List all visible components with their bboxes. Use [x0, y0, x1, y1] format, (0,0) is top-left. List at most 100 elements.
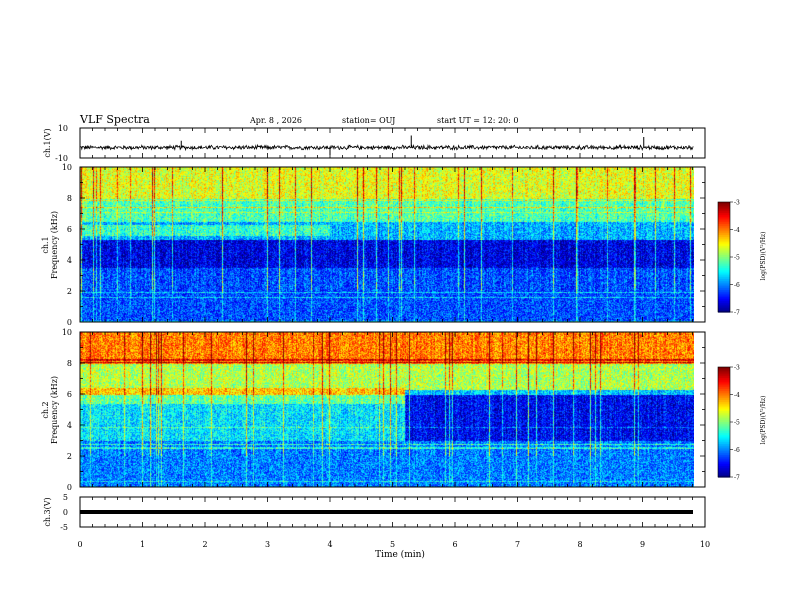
- colorbar-tick-label: -3: [734, 200, 740, 207]
- colorbar-swatch: [718, 268, 730, 271]
- x-axis-label: Time (min): [375, 549, 425, 560]
- x-tick-label: 10: [700, 540, 710, 549]
- ch2-spec-channel-label: ch.2: [41, 401, 50, 418]
- colorbar-swatch: [718, 299, 730, 302]
- colorbar-swatch: [718, 405, 730, 408]
- colorbar-swatch: [718, 449, 730, 452]
- spec1-ticks-ytick-label: 6: [67, 225, 72, 234]
- colorbar-tick-label: -4: [734, 227, 740, 234]
- colorbar-swatch: [718, 216, 730, 220]
- colorbar-swatch: [718, 401, 730, 405]
- colorbar-swatch: [718, 387, 730, 390]
- colorbar-swatch: [718, 398, 730, 401]
- colorbar-tick-label: -5: [734, 420, 740, 427]
- colorbar-swatch: [718, 280, 730, 284]
- ch1-spec-ylabel: Frequency (kHz): [50, 211, 59, 279]
- colorbar-swatch: [718, 220, 730, 223]
- x-tick-label: 2: [202, 540, 207, 549]
- ch3-ytick-mid: 0: [63, 508, 68, 517]
- colorbar-swatch: [718, 400, 730, 403]
- colorbar-swatch: [718, 414, 730, 418]
- colorbar-swatch: [718, 282, 730, 286]
- colorbar-swatch: [718, 213, 730, 216]
- colorbar-swatch: [718, 455, 730, 458]
- x-tick-label: 5: [390, 540, 395, 549]
- figure-title: VLF Spectra: [79, 113, 150, 126]
- colorbar-swatch: [718, 255, 730, 258]
- colorbar-swatch: [718, 434, 730, 438]
- colorbar-swatch: [718, 431, 730, 434]
- colorbar-tick-label: -6: [734, 282, 740, 289]
- colorbar-swatch: [718, 279, 730, 282]
- colorbar-swatch: [718, 411, 730, 414]
- colorbar-swatch: [718, 257, 730, 260]
- colorbar-swatch: [718, 422, 730, 425]
- colorbar-swatch: [718, 295, 730, 298]
- station-label: station= OUJ: [342, 116, 395, 125]
- colorbar-swatch: [718, 218, 730, 221]
- ch3-ytick-bottom: -5: [60, 523, 68, 532]
- colorbar-swatch: [718, 368, 730, 372]
- colorbar-swatch: [718, 271, 730, 275]
- ch3-ylabel: ch.3(V): [43, 497, 52, 526]
- colorbar-swatch: [718, 460, 730, 463]
- colorbar-swatch: [718, 273, 730, 276]
- colorbar-swatch: [718, 412, 730, 416]
- colorbar-swatch: [718, 427, 730, 430]
- spec2-ticks-ytick-label: 2: [67, 452, 72, 461]
- colorbar-tick-label: -7: [734, 310, 740, 317]
- date-label: Apr. 8 , 2026: [249, 116, 302, 125]
- ch1-ytick-bottom: -10: [55, 154, 68, 163]
- colorbar-swatch: [718, 302, 730, 306]
- colorbar-swatch: [718, 205, 730, 209]
- ch2-spec-ylabel: Frequency (kHz): [50, 376, 59, 444]
- colorbar-swatch: [718, 286, 730, 289]
- colorbar-swatch: [718, 475, 730, 478]
- spec2-ticks-ytick-label: 6: [67, 390, 72, 399]
- colorbar-swatch: [718, 264, 730, 267]
- colorbar-swatch: [718, 447, 730, 451]
- colorbar-swatch: [718, 376, 730, 379]
- x-axis-tick-labels: 0 1 2 3 4 5 6 7 8 9 10: [77, 540, 710, 549]
- colorbar-swatch: [718, 378, 730, 381]
- colorbar-swatch: [718, 394, 730, 397]
- colorbar-swatch: [718, 236, 730, 240]
- colorbar-swatch: [718, 209, 730, 212]
- colorbar-swatch: [718, 249, 730, 253]
- colorbar-swatch: [718, 370, 730, 374]
- colorbar-swatch: [718, 253, 730, 256]
- colorbar-swatch: [718, 247, 730, 251]
- colorbar-swatch: [718, 403, 730, 407]
- ch1-colorbar-label: log(PSD)(V²/Hz): [760, 232, 767, 281]
- colorbar-swatch: [718, 418, 730, 421]
- x-tick-label: 0: [77, 540, 82, 549]
- colorbar-swatch: [718, 246, 730, 249]
- spec1-ticks-ytick-label: 10: [62, 163, 72, 172]
- colorbar-swatch: [718, 445, 730, 449]
- colorbar-swatch: [718, 389, 730, 392]
- colorbar-swatch: [718, 233, 730, 236]
- start-time-label: start UT = 12: 20: 0: [437, 116, 518, 125]
- colorbar-swatch: [718, 284, 730, 287]
- ch3-waveform-panel: 5 0 -5 ch.3(V): [43, 493, 706, 532]
- colorbar-swatch: [718, 379, 730, 383]
- colorbar-swatch: [718, 462, 730, 465]
- colorbar-swatch: [718, 306, 730, 309]
- colorbar-tick-label: -3: [734, 365, 740, 372]
- spec1-ticks-ytick-label: 4: [67, 256, 72, 265]
- colorbar-swatch: [718, 438, 730, 441]
- spec1-ticks-ytick-label: 8: [67, 194, 72, 203]
- colorbar-swatch: [718, 260, 730, 264]
- colorbar-swatch: [718, 433, 730, 436]
- ch1-waveform-line: [79, 143, 694, 152]
- ch3-waveform-line: [80, 510, 693, 514]
- colorbar-swatch: [718, 244, 730, 247]
- colorbar-swatch: [718, 203, 730, 207]
- colorbar-tick-label: -6: [734, 447, 740, 454]
- spec2-ticks-ytick-label: 8: [67, 359, 72, 368]
- colorbar-swatch: [718, 251, 730, 254]
- colorbar-swatch: [718, 467, 730, 471]
- colorbar-swatch: [718, 473, 730, 476]
- colorbar-swatch: [718, 409, 730, 412]
